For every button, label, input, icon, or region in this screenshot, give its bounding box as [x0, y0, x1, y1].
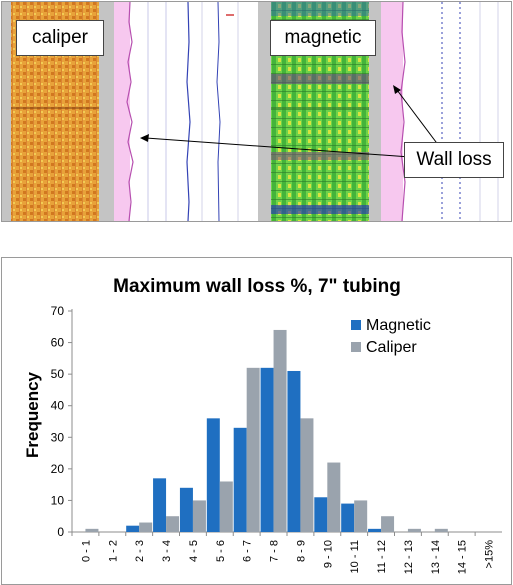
legend-swatch-caliper [351, 342, 361, 352]
bar-caliper-5 [219, 481, 233, 532]
bar-magnetic-4 [179, 487, 193, 532]
x-tick-label: 6 - 7 [242, 540, 254, 562]
wall-loss-histogram: Maximum wall loss %, 7" tubing Frequency… [23, 276, 502, 574]
bar-caliper-2 [139, 522, 153, 532]
wall-loss-label: Wall loss [404, 142, 504, 178]
x-tick-label: 13 - 14 [430, 540, 442, 574]
bar-magnetic-3 [153, 478, 167, 532]
bar-caliper-10 [354, 500, 368, 532]
x-tick-label: 3 - 4 [161, 540, 173, 562]
bar-magnetic-6 [233, 427, 247, 532]
x-tick-label: 7 - 8 [269, 540, 281, 562]
bar-caliper-9 [327, 462, 341, 532]
bar-magnetic-10 [341, 503, 355, 532]
x-tick-label: >15% [484, 540, 496, 569]
bar-magnetic-7 [260, 367, 274, 532]
bar-magnetic-2 [126, 525, 140, 532]
y-tick-label: 0 [57, 525, 64, 539]
x-tick-label: 12 - 13 [403, 540, 415, 574]
bar-magnetic-8 [287, 370, 301, 532]
x-tick-label: 0 - 1 [80, 540, 92, 562]
y-tick-label: 10 [51, 493, 65, 507]
bar-magnetic-11 [368, 528, 382, 532]
chart-title: Maximum wall loss %, 7" tubing [113, 276, 401, 297]
x-tick-label: 10 - 11 [349, 540, 361, 573]
bar-caliper-7 [273, 329, 287, 532]
y-tick-label: 60 [51, 336, 65, 350]
y-tick-label: 70 [51, 304, 65, 318]
bar-caliper-6 [246, 367, 260, 532]
legend-swatch-magnetic [351, 320, 361, 330]
bar-magnetic-5 [206, 418, 220, 532]
x-tick-label: 8 - 9 [295, 540, 307, 562]
x-tick-label: 14 - 15 [457, 540, 469, 574]
y-tick-label: 30 [51, 430, 65, 444]
x-tick-label: 2 - 3 [134, 540, 146, 562]
log-image-panel: caliper magnetic Wall loss [1, 1, 512, 222]
y-axis-label: Frequency [23, 371, 42, 458]
chart-bars [85, 329, 448, 532]
legend-label-magnetic: Magnetic [366, 317, 431, 334]
x-tick-label: 1 - 2 [107, 540, 119, 562]
bar-caliper-3 [166, 516, 180, 532]
bar-caliper-12 [407, 528, 421, 532]
bar-caliper-8 [300, 418, 314, 532]
histogram-panel: Maximum wall loss %, 7" tubing Frequency… [1, 257, 512, 585]
bar-caliper-11 [381, 516, 395, 532]
x-tick-label: 4 - 5 [188, 540, 200, 562]
y-tick-label: 20 [51, 462, 65, 476]
bar-caliper-0 [85, 528, 99, 532]
bar-caliper-13 [434, 528, 448, 532]
x-tick-label: 5 - 6 [215, 540, 227, 562]
magnetic-label: magnetic [270, 20, 376, 56]
x-tick-label: 11 - 12 [376, 540, 388, 573]
y-tick-label: 50 [51, 367, 65, 381]
bar-caliper-4 [192, 500, 206, 532]
y-tick-label: 40 [51, 399, 65, 413]
bar-magnetic-9 [314, 497, 328, 532]
chart-legend: Magnetic Caliper [351, 317, 431, 356]
chart-axes [71, 309, 502, 533]
x-tick-label: 9 - 10 [322, 540, 334, 568]
legend-label-caliper: Caliper [366, 339, 417, 356]
caliper-label: caliper [16, 20, 104, 56]
chart-ticks: 0 10 20 30 40 50 60 70 0 - 1 1 - 2 2 - 3 3 - 4 4 - 5… [51, 304, 496, 574]
